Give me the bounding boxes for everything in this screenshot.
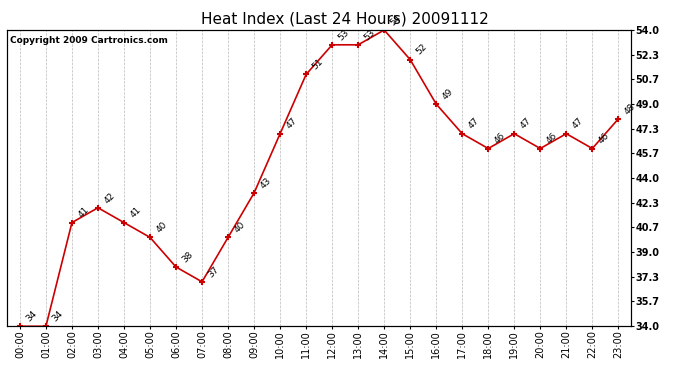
Text: Heat Index (Last 24 Hours) 20091112: Heat Index (Last 24 Hours) 20091112 xyxy=(201,11,489,26)
Text: 41: 41 xyxy=(76,206,90,220)
Text: 47: 47 xyxy=(466,117,481,131)
Text: 46: 46 xyxy=(596,131,611,146)
Text: 47: 47 xyxy=(518,117,533,131)
Text: 48: 48 xyxy=(622,102,637,116)
Text: 41: 41 xyxy=(128,206,143,220)
Text: 49: 49 xyxy=(440,87,455,101)
Text: Copyright 2009 Cartronics.com: Copyright 2009 Cartronics.com xyxy=(10,36,168,45)
Text: 53: 53 xyxy=(362,27,377,42)
Text: 34: 34 xyxy=(50,309,64,324)
Text: 46: 46 xyxy=(544,131,559,146)
Text: 40: 40 xyxy=(154,220,168,235)
Text: 40: 40 xyxy=(233,220,246,235)
Text: 47: 47 xyxy=(571,117,585,131)
Text: 53: 53 xyxy=(336,27,351,42)
Text: 43: 43 xyxy=(258,176,273,190)
Text: 47: 47 xyxy=(284,117,299,131)
Text: 46: 46 xyxy=(493,131,507,146)
Text: 52: 52 xyxy=(415,42,428,57)
Text: 38: 38 xyxy=(180,250,195,264)
Text: 37: 37 xyxy=(206,264,221,279)
Text: 34: 34 xyxy=(24,309,39,324)
Text: 51: 51 xyxy=(310,57,325,72)
Text: 54: 54 xyxy=(388,13,403,27)
Text: 42: 42 xyxy=(102,190,117,205)
